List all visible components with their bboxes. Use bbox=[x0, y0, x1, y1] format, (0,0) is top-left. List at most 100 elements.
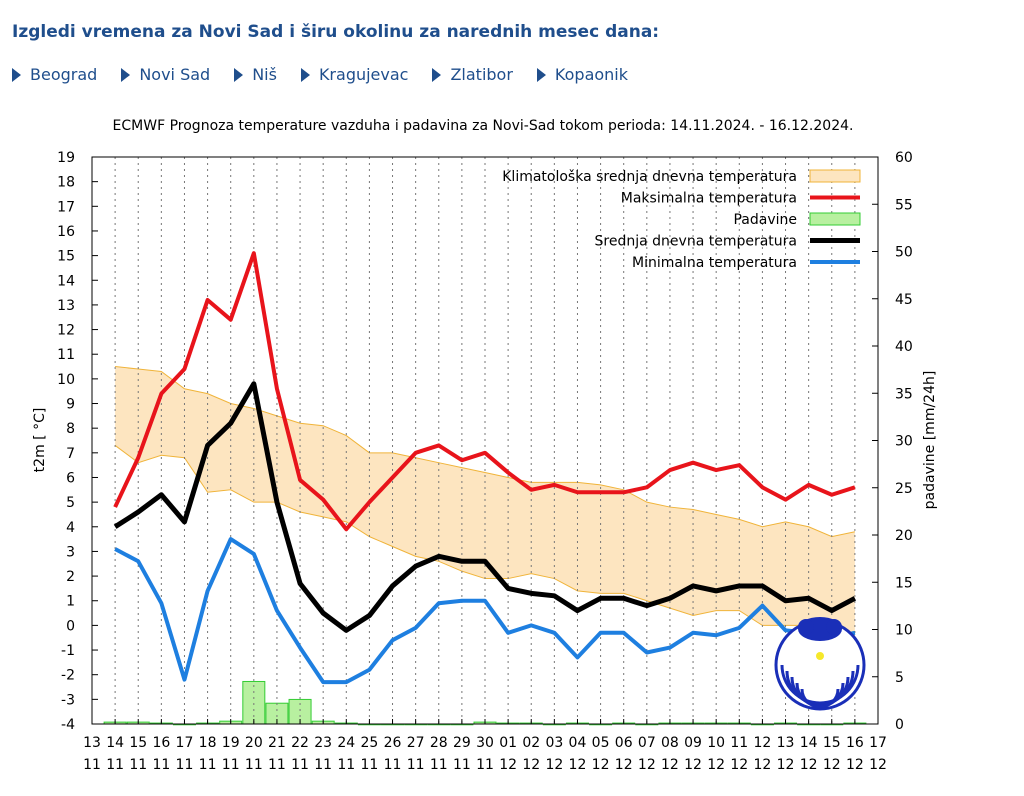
y2-tick-label: 40 bbox=[895, 339, 913, 355]
arrow-icon bbox=[121, 67, 131, 82]
x-tick-label-day: 12 bbox=[753, 735, 771, 751]
x-tick-label-day: 05 bbox=[592, 735, 610, 751]
x-tick-label-day: 30 bbox=[476, 735, 494, 751]
y2-tick-label: 15 bbox=[895, 575, 913, 591]
x-tick-label-month: 12 bbox=[823, 757, 841, 773]
x-tick-label-month: 11 bbox=[476, 757, 494, 773]
legend-label: Padavine bbox=[733, 212, 797, 228]
y-tick-label: 3 bbox=[66, 544, 75, 560]
nav-link-label: Zlatibor bbox=[450, 65, 513, 84]
mean-temperature-line bbox=[113, 381, 857, 633]
y-tick-label: 5 bbox=[66, 495, 75, 511]
y-tick-label: 12 bbox=[57, 323, 75, 339]
y-tick-label: 1 bbox=[66, 594, 75, 610]
legend-label: Minimalna temperatura bbox=[632, 255, 797, 271]
x-tick-label-day: 20 bbox=[245, 735, 263, 751]
y2-tick-label: 35 bbox=[895, 386, 913, 402]
x-tick-label-day: 19 bbox=[222, 735, 240, 751]
y-tick-label: 18 bbox=[57, 175, 75, 191]
x-tick-label-day: 24 bbox=[337, 735, 355, 751]
arrow-icon bbox=[536, 67, 546, 82]
x-tick-label-month: 12 bbox=[522, 757, 540, 773]
x-tick-label-day: 15 bbox=[823, 735, 841, 751]
x-tick-label-month: 12 bbox=[638, 757, 656, 773]
x-tick-label-day: 28 bbox=[430, 735, 448, 751]
arrow-icon bbox=[234, 67, 244, 82]
x-tick-label-day: 04 bbox=[569, 735, 587, 751]
y-tick-label: 0 bbox=[66, 618, 75, 634]
institute-logo bbox=[774, 617, 866, 711]
y-tick-label: -2 bbox=[61, 668, 75, 684]
precipitation-bar bbox=[242, 680, 266, 725]
x-tick-label-month: 11 bbox=[222, 757, 240, 773]
y2-tick-label: 0 bbox=[895, 717, 904, 733]
x-tick-label-day: 14 bbox=[800, 735, 818, 751]
x-tick-label-day: 10 bbox=[707, 735, 725, 751]
y-tick-label: 8 bbox=[66, 421, 75, 437]
y2-tick-label: 10 bbox=[895, 623, 913, 639]
x-tick-label-day: 22 bbox=[291, 735, 309, 751]
nav-link-label: Kopaonik bbox=[554, 65, 629, 84]
x-tick-label-month: 12 bbox=[661, 757, 679, 773]
nav-link-kragujevac[interactable]: Kragujevac bbox=[300, 65, 409, 84]
x-tick-label-month: 11 bbox=[407, 757, 425, 773]
x-tick-label-month: 12 bbox=[869, 757, 887, 773]
x-tick-label-month: 11 bbox=[199, 757, 217, 773]
y-tick-label: 9 bbox=[66, 397, 75, 413]
x-tick-label-day: 25 bbox=[360, 735, 378, 751]
nav-link-label: Novi Sad bbox=[139, 65, 211, 84]
x-tick-label-month: 12 bbox=[707, 757, 725, 773]
nav-link-zlatibor[interactable]: Zlatibor bbox=[432, 65, 513, 84]
y2-tick-label: 5 bbox=[895, 670, 904, 686]
x-tick-label-day: 16 bbox=[846, 735, 864, 751]
y-tick-label: -3 bbox=[61, 692, 75, 708]
x-tick-label-day: 15 bbox=[129, 735, 147, 751]
nav-link-kopaonik[interactable]: Kopaonik bbox=[536, 65, 629, 84]
x-tick-label-month: 11 bbox=[291, 757, 309, 773]
nav-link-label: Niš bbox=[252, 65, 277, 84]
y2-tick-label: 20 bbox=[895, 528, 913, 544]
x-tick-label-month: 12 bbox=[545, 757, 563, 773]
forecast-chart: ECMWF Prognoza temperature vazduha i pad… bbox=[32, 118, 938, 773]
y-tick-label: -1 bbox=[61, 643, 75, 659]
y2-tick-label: 55 bbox=[895, 197, 913, 213]
x-tick-label-month: 12 bbox=[569, 757, 587, 773]
legend-label: Klimatološka srednja dnevna temperatura bbox=[502, 169, 797, 185]
x-tick-label-day: 29 bbox=[453, 735, 471, 751]
x-tick-label-day: 26 bbox=[384, 735, 402, 751]
x-tick-label-month: 11 bbox=[268, 757, 286, 773]
x-tick-label-day: 13 bbox=[777, 735, 795, 751]
x-tick-label-month: 11 bbox=[337, 757, 355, 773]
x-tick-label-month: 11 bbox=[314, 757, 332, 773]
x-tick-label-month: 12 bbox=[684, 757, 702, 773]
x-tick-label-day: 14 bbox=[106, 735, 124, 751]
max-temperature-line bbox=[113, 251, 856, 532]
x-tick-label-day: 01 bbox=[499, 735, 517, 751]
x-tick-label-day: 17 bbox=[176, 735, 194, 751]
min-temperature-line bbox=[114, 537, 856, 685]
x-tick-label-month: 11 bbox=[152, 757, 170, 773]
x-tick-label-month: 11 bbox=[129, 757, 147, 773]
page-title: Izgledi vremena za Novi Sad i širu okoli… bbox=[12, 22, 660, 42]
y2-tick-label: 30 bbox=[895, 434, 913, 450]
x-tick-label-month: 11 bbox=[176, 757, 194, 773]
nav-link-beograd[interactable]: Beograd bbox=[12, 65, 97, 84]
arrow-icon bbox=[300, 67, 310, 82]
y-tick-label: 4 bbox=[66, 520, 75, 536]
x-tick-label-month: 11 bbox=[83, 757, 101, 773]
nav-link-nis[interactable]: Niš bbox=[234, 65, 277, 84]
city-nav: Beograd Novi Sad Niš Kragujevac Zlatibor… bbox=[12, 65, 652, 84]
nav-link-label: Beograd bbox=[30, 65, 98, 84]
x-tick-label-month: 11 bbox=[384, 757, 402, 773]
nav-link-label: Kragujevac bbox=[318, 65, 409, 84]
x-tick-label-month: 12 bbox=[615, 757, 633, 773]
y2-tick-label: 25 bbox=[895, 481, 913, 497]
y-tick-label: 15 bbox=[57, 249, 75, 265]
y-tick-label: 13 bbox=[57, 298, 75, 314]
nav-link-novi-sad[interactable]: Novi Sad bbox=[121, 65, 210, 84]
legend-label: Srednja dnevna temperatura bbox=[595, 234, 797, 250]
x-tick-label-day: 09 bbox=[684, 735, 702, 751]
legend-swatch bbox=[809, 169, 861, 183]
x-tick-label-day: 13 bbox=[83, 735, 101, 751]
x-tick-label-day: 18 bbox=[199, 735, 217, 751]
